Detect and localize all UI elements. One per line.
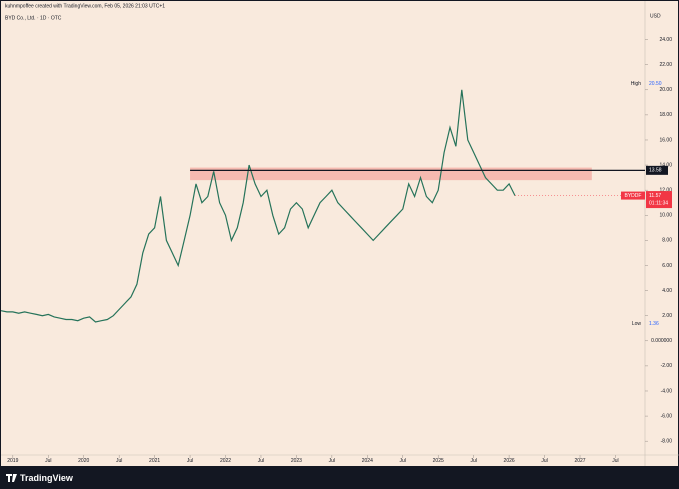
y-tick-label: 0.000000	[651, 338, 672, 344]
chart-background	[1, 1, 678, 466]
last-price-label: 11.57	[649, 193, 661, 199]
y-tick-label: 10.00	[659, 213, 672, 219]
high-value: 20.50	[649, 81, 662, 87]
x-tick-label: Jul	[612, 458, 618, 464]
x-tick-label: Jul	[470, 458, 476, 464]
x-tick-label: 2023	[291, 458, 302, 464]
caption: kuhnmpoffee created with TradingView.com…	[5, 3, 165, 9]
brand-name: TradingView	[20, 473, 74, 483]
y-tick-label: 4.00	[662, 288, 672, 294]
y-tick-label: 6.00	[662, 263, 672, 269]
x-tick-label: Jul	[400, 458, 406, 464]
y-tick-label: 20.00	[659, 87, 672, 93]
price-line	[0, 89, 516, 323]
chart-title: BYD Co., Ltd. · 1D · OTC	[5, 15, 62, 21]
y-tick-label: 22.00	[659, 62, 672, 68]
y-tick-label: 18.00	[659, 112, 672, 118]
logo-mark	[6, 474, 17, 482]
x-tick-label: 2022	[220, 458, 231, 464]
x-tick-label: Jul	[187, 458, 193, 464]
x-tick-label: 2025	[433, 458, 444, 464]
x-tick-label: Jul	[258, 458, 264, 464]
x-tick-label: Jul	[116, 458, 122, 464]
low-label: Low	[632, 321, 642, 327]
symbol-label: BYDDF	[625, 193, 642, 199]
x-tick-label: Jul	[329, 458, 335, 464]
currency: USD	[650, 13, 661, 19]
low-value: 1.36	[649, 321, 659, 327]
y-tick-label: 8.00	[662, 238, 672, 244]
x-tick-label: Jul	[45, 458, 51, 464]
y-tick-label: -8.00	[661, 439, 673, 445]
y-tick-label: 12.00	[659, 188, 672, 194]
y-tick-label: 16.00	[659, 137, 672, 143]
high-label: High	[631, 81, 642, 87]
last-price-box	[646, 191, 672, 209]
y-tick-label: 24.00	[659, 37, 672, 43]
x-tick-label: 2024	[362, 458, 373, 464]
x-tick-label: Jul	[541, 458, 547, 464]
x-tick-label: 2021	[149, 458, 160, 464]
y-tick-label: -6.00	[661, 413, 673, 419]
y-tick-label: 2.00	[662, 313, 672, 319]
level-label: 13.58	[649, 168, 662, 174]
countdown-label: 01:11:34	[649, 200, 668, 206]
level-label-box	[646, 165, 668, 175]
x-tick-label: 2020	[78, 458, 89, 464]
y-tick-label: -2.00	[661, 363, 673, 369]
x-tick-label: 2019	[7, 458, 18, 464]
y-tick-label: 14.00	[659, 162, 672, 168]
x-tick-label: 2027	[574, 458, 585, 464]
brand-logo: TradingView	[6, 473, 74, 483]
y-tick-label: -4.00	[661, 388, 673, 394]
x-tick-label: 2026	[504, 458, 515, 464]
symbol-box	[621, 191, 645, 200]
